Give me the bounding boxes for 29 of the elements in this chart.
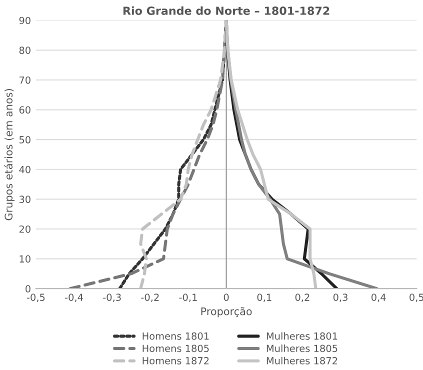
x-tick-label: 0,4 [371, 294, 386, 302]
y-tick-label: 70 [20, 76, 30, 84]
x-tick-label: 0 [224, 294, 229, 301]
y-tick-label: 80 [19, 46, 30, 54]
legend-label: Homens 1801 [142, 332, 209, 340]
x-tick-label: -0,4 [65, 294, 83, 302]
x-tick-label: 0,1 [257, 294, 272, 302]
x-tick-label: -0,3 [103, 294, 121, 302]
chart-title: Rio Grande do Norte – 1801-1872 [123, 6, 330, 15]
x-tick-label: 0,3 [333, 294, 348, 302]
x-tick-label: -0,2 [141, 294, 159, 302]
y-tick-label: 30 [19, 196, 30, 204]
y-tick-label: 0 [26, 285, 30, 292]
y-tick-label: 10 [20, 255, 30, 263]
x-axis-title: Proporção [201, 307, 252, 318]
legend-label: Mulheres 1872 [266, 356, 338, 364]
x-tick-label: -0,1 [179, 294, 197, 302]
y-tick-label: 20 [19, 225, 30, 233]
y-tick-label: 40 [19, 166, 30, 174]
y-tick-label: 60 [19, 106, 30, 114]
x-tick-label: -0,5 [26, 294, 45, 302]
y-axis-title: Grupos etários (em anos) [4, 89, 15, 220]
legend-label: Mulheres 1805 [266, 344, 338, 352]
legend-label: Homens 1872 [142, 357, 209, 364]
legend-label: Homens 1805 [142, 344, 209, 352]
y-tick-label: 90 [19, 16, 30, 24]
y-tick-label: 50 [19, 136, 30, 144]
x-tick-label: 0,2 [295, 294, 310, 302]
legend-label: Mulheres 1801 [266, 332, 338, 340]
